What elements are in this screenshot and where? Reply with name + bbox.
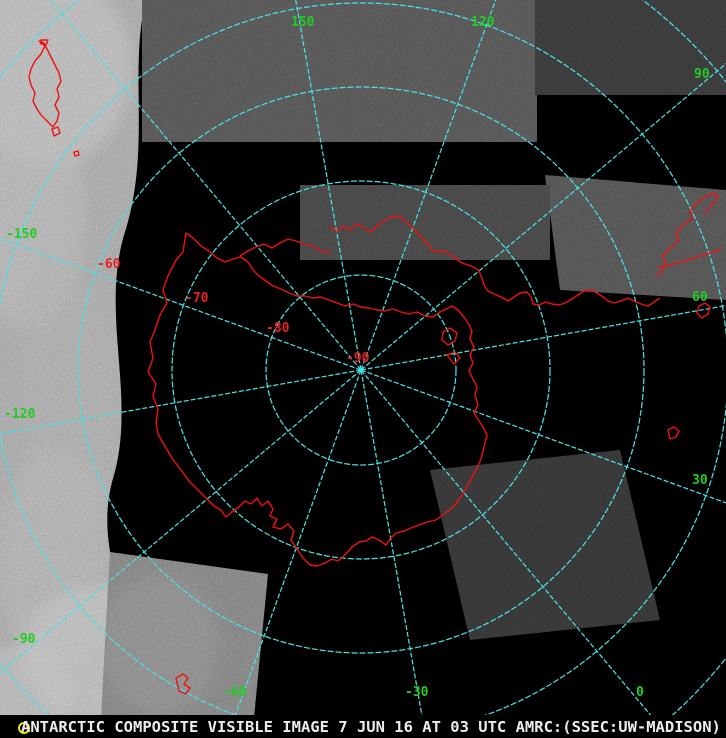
- island-top-left: [28, 40, 62, 128]
- meridian-line-180: [49, 0, 362, 371]
- meridian-line--150: [0, 237, 362, 371]
- meridian-line-0: [360, 369, 671, 738]
- inner-island-contour-2: [446, 351, 461, 365]
- islet-top-left: [51, 126, 61, 137]
- caption-bar: ANTARCTIC COMPOSITE VISIBLE IMAGE 7 JUN …: [0, 715, 726, 738]
- small-island-right: [667, 426, 680, 440]
- red-dot-left: [73, 150, 80, 157]
- longitude-label--30: -30: [405, 685, 429, 700]
- longitude-label-150: 150: [291, 15, 315, 30]
- island-near-60: [696, 302, 711, 319]
- longitude-label-0: 0: [636, 685, 644, 700]
- longitude-label-120: 120: [471, 15, 495, 30]
- seam-patch-top-center: [142, 0, 537, 142]
- smooth-front-arc: [657, 248, 723, 269]
- cloud-patch-bottom-left: [100, 552, 268, 738]
- contour-bottom-left: [175, 673, 191, 695]
- sea-ice-texture-center: [300, 185, 550, 260]
- latitude-circle--60: [77, 86, 645, 654]
- latitude-label--80: -80: [266, 321, 290, 336]
- latitude-label--90: -90: [346, 351, 370, 366]
- islet-top-edge: [40, 39, 49, 46]
- latitude-label--70: -70: [185, 291, 209, 306]
- ice-edge-contour: [239, 238, 332, 257]
- longitude-label--150: -150: [6, 227, 37, 242]
- meridian-line-120: [360, 0, 497, 371]
- caption-text: ANTARCTIC COMPOSITE VISIBLE IMAGE 7 JUN …: [21, 718, 721, 736]
- coastline-layer: [28, 39, 723, 695]
- meridian-line--120: [0, 369, 362, 435]
- seam-patch-bottom-center: [430, 450, 660, 640]
- latitude-circle--80: [265, 274, 457, 466]
- antarctic-peninsula-coastline: [329, 215, 661, 307]
- station-marker-icon: [18, 722, 30, 734]
- latitude-circle--70: [171, 180, 551, 560]
- inner-island-contour-1: [441, 327, 458, 346]
- longitude-labels: 150 120 90 60 30 0 -30 -60 -90 -120 -150: [4, 15, 710, 700]
- meridian-line-90: [360, 62, 726, 371]
- meridian-line-30: [360, 369, 726, 504]
- sea-ice-texture-right: [545, 175, 726, 300]
- meridian-line--60: [226, 369, 362, 738]
- island-chain-northeast: [656, 192, 719, 278]
- latitude-label--60: -60: [97, 257, 121, 272]
- longitude-label-30: 30: [692, 473, 708, 488]
- longitude-label--120: -120: [4, 407, 35, 422]
- latitude-labels: -60 -70 -80 -90: [97, 257, 370, 366]
- seam-patch-top-right: [535, 0, 726, 95]
- meridian-line-150: [295, 0, 362, 371]
- longitude-label--60: -60: [223, 685, 247, 700]
- longitude-label--90: -90: [12, 632, 36, 647]
- meridian-line--90: [0, 369, 362, 674]
- meridian-line--30: [360, 369, 427, 738]
- antarctica-coastline: [147, 232, 488, 567]
- longitude-label-60: 60: [692, 290, 708, 305]
- longitude-label-90: 90: [694, 67, 710, 82]
- meridian-line-60: [360, 305, 726, 371]
